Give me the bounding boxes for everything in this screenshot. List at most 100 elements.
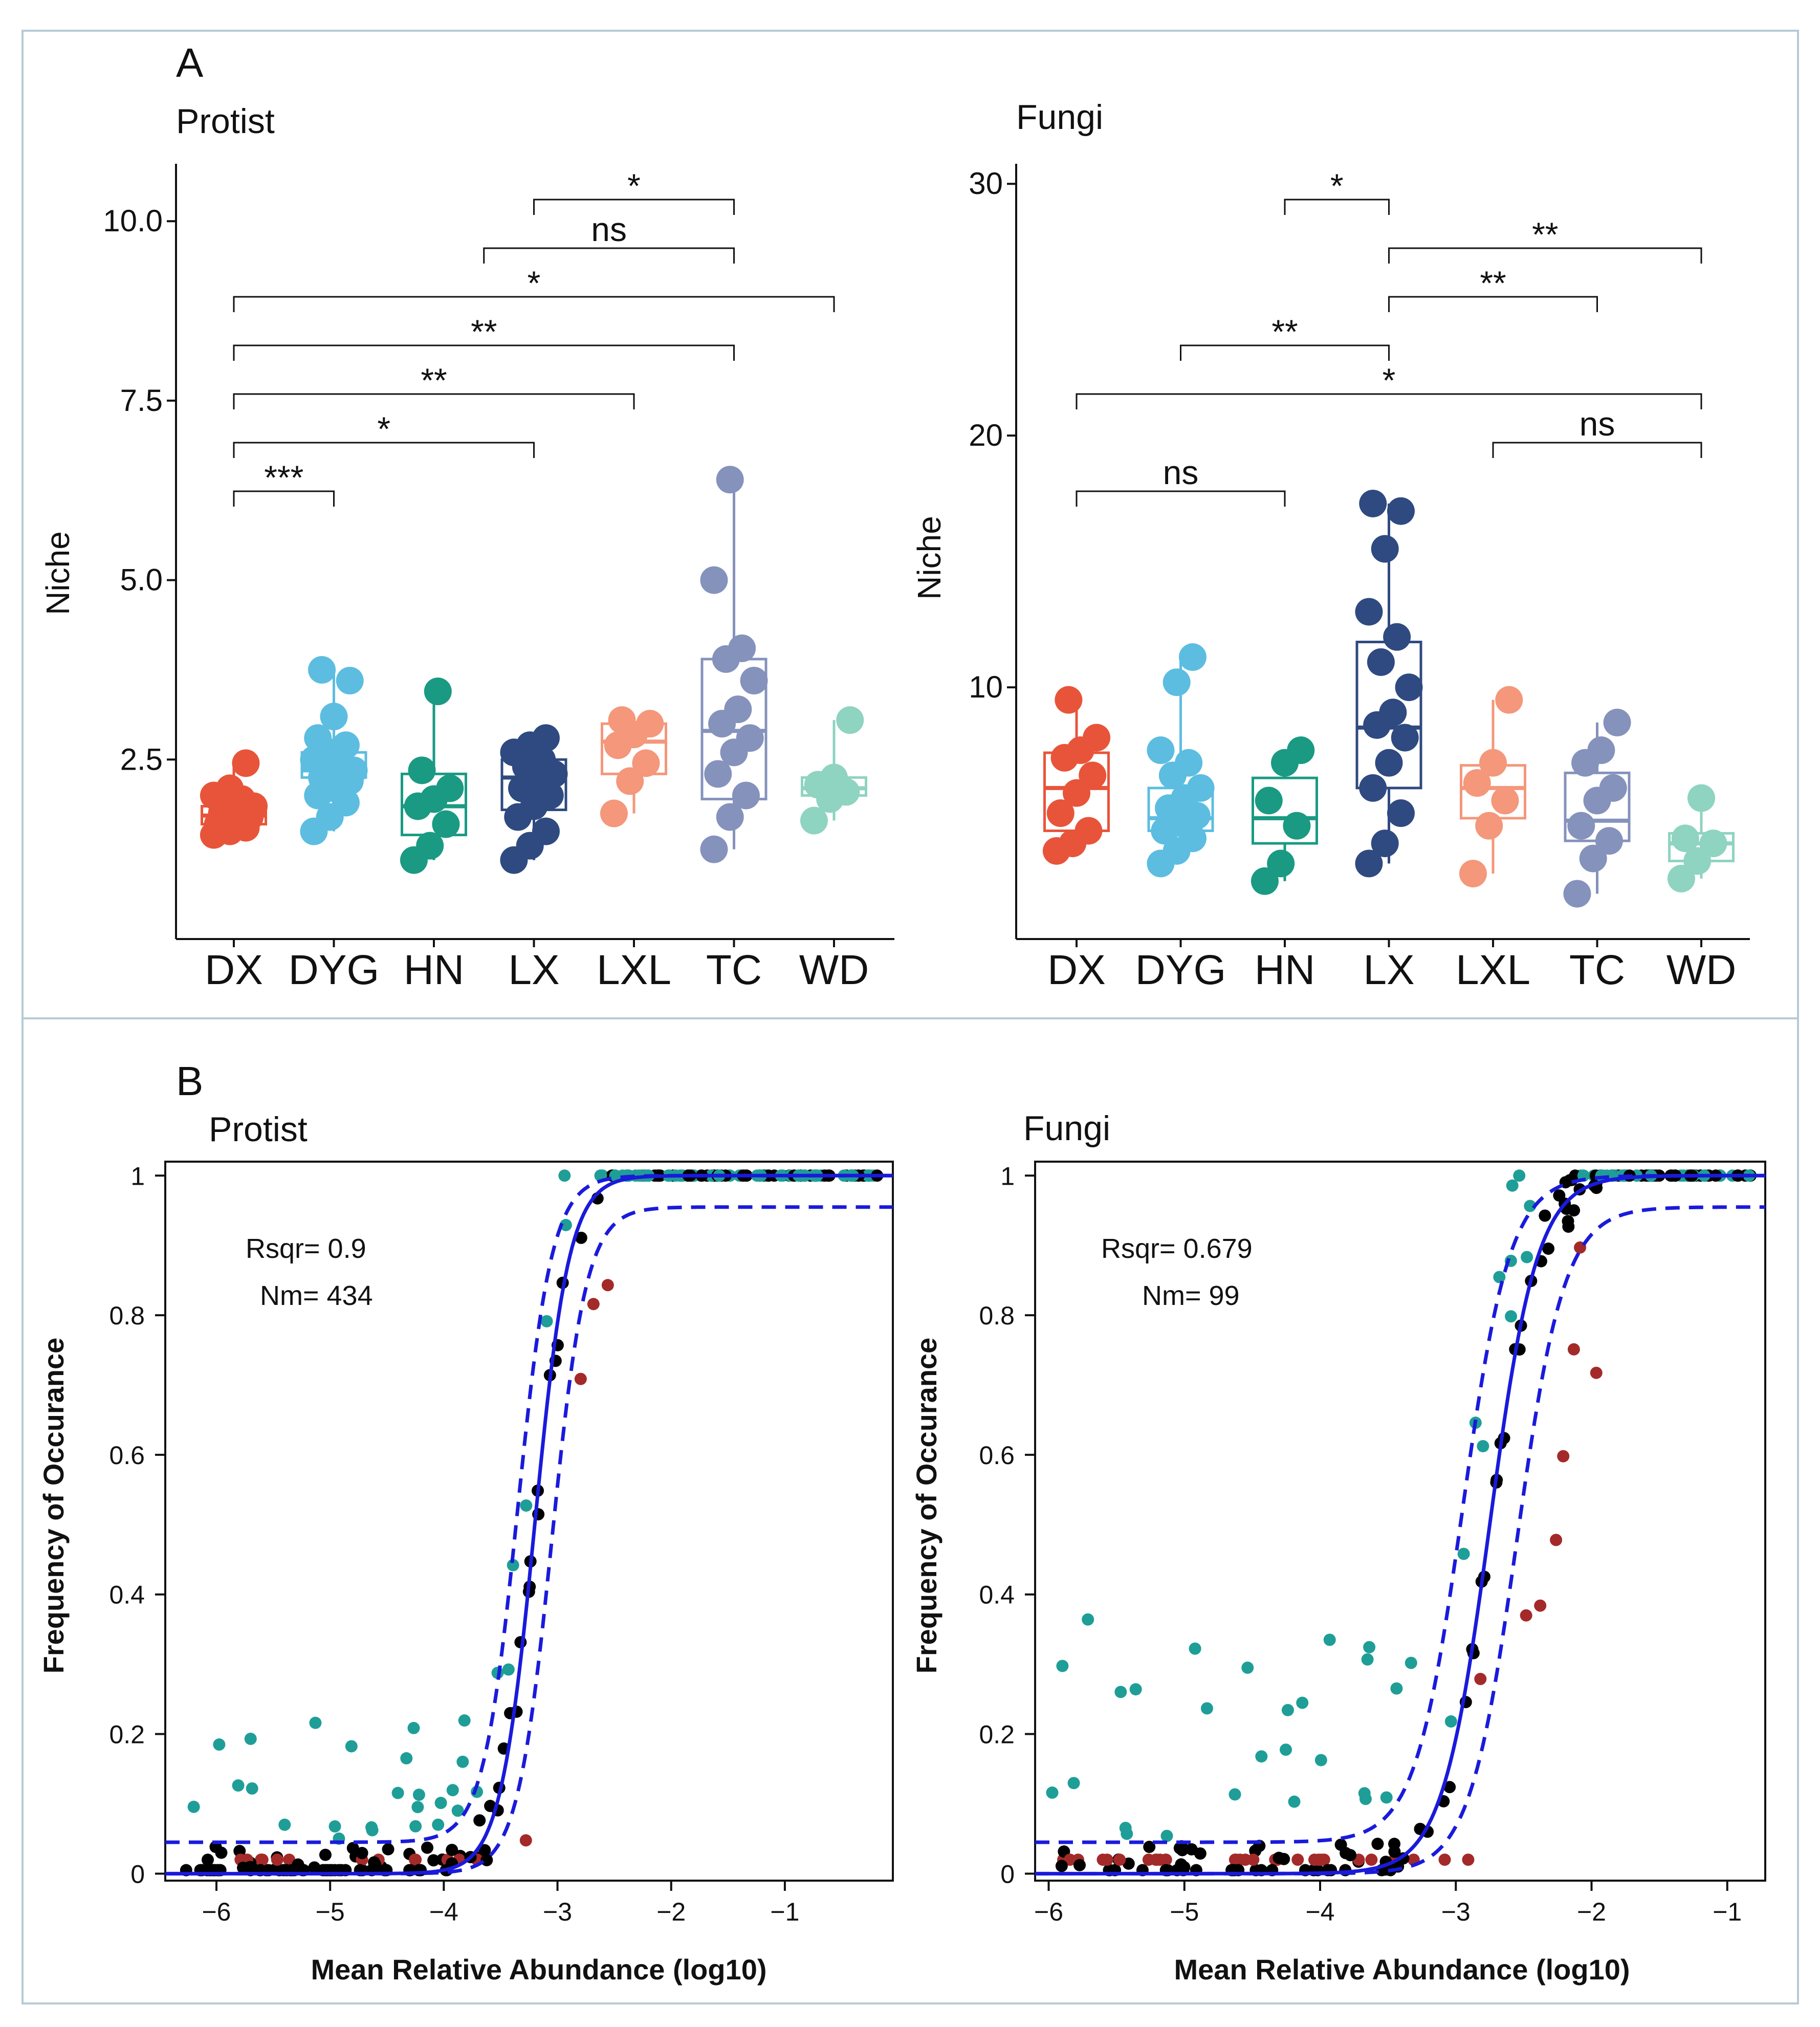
scatter-fungi-fit xyxy=(1035,1173,1765,1876)
point-above xyxy=(1046,1786,1059,1799)
point-below xyxy=(408,1854,421,1866)
y-tick-label: 1 xyxy=(130,1162,145,1190)
significance-bracket xyxy=(1388,296,1598,312)
point-below xyxy=(256,1854,269,1866)
point-below xyxy=(574,1372,587,1385)
fit-ci-upper xyxy=(1035,1173,1765,1844)
point-above xyxy=(451,1804,464,1817)
data-point xyxy=(1387,497,1415,525)
boxplot-fungi-title: Fungi xyxy=(1016,98,1103,137)
boxplot-protist-categories: DX DYG HN LX LXL TC WD xyxy=(205,947,869,993)
significance-label: * xyxy=(377,410,390,448)
point-neutral xyxy=(1073,1859,1086,1871)
significance-label: ns xyxy=(1580,405,1615,443)
significance-bracket xyxy=(533,199,735,215)
data-point xyxy=(636,710,664,738)
point-above xyxy=(1280,1743,1292,1756)
significance-label: * xyxy=(1383,361,1396,399)
point-above xyxy=(1296,1696,1309,1709)
point-neutral xyxy=(427,1854,440,1867)
significance-bracket xyxy=(233,344,735,361)
point-above xyxy=(400,1752,413,1764)
point-above xyxy=(1390,1682,1403,1695)
point-above xyxy=(456,1755,469,1768)
point-below xyxy=(1474,1672,1487,1685)
scatter-protist-fit xyxy=(165,1173,893,1876)
y-tick-label: 0 xyxy=(130,1860,145,1888)
data-point xyxy=(1083,724,1111,752)
boxplot-protist-significance: *ns********* xyxy=(233,167,835,507)
data-point xyxy=(1355,598,1383,626)
data-point xyxy=(1063,779,1090,807)
point-above xyxy=(1477,1440,1489,1452)
significance-bracket xyxy=(233,490,335,507)
data-point xyxy=(716,803,744,831)
category-label-lxl: LXL xyxy=(597,947,671,993)
point-below xyxy=(1590,1366,1603,1379)
point-below xyxy=(1308,1854,1321,1866)
plot-frame xyxy=(1034,1161,1766,1882)
significance-label: ** xyxy=(421,361,447,399)
data-point xyxy=(600,799,628,827)
boxplot-protist-yticks: 2.5 5.0 7.5 10.0 xyxy=(103,164,894,947)
data-point xyxy=(700,566,728,594)
point-above xyxy=(1506,1179,1519,1192)
point-neutral xyxy=(575,1231,587,1244)
x-tick-label: −4 xyxy=(1305,1898,1334,1926)
data-point xyxy=(1387,799,1415,827)
data-point xyxy=(1367,648,1395,676)
scatter-protist-xlabel: Mean Relative Abundance (log10) xyxy=(311,1953,767,1986)
category-label-tc: TC xyxy=(706,947,762,993)
point-neutral xyxy=(1443,1781,1456,1794)
data-point xyxy=(1255,787,1283,815)
y-tick-label: 2.5 xyxy=(120,742,163,776)
data-point xyxy=(724,695,752,724)
boxplot-fungi-ylabel: Niche xyxy=(911,516,948,600)
point-above xyxy=(502,1663,515,1676)
significance-bracket xyxy=(1492,442,1702,458)
y-tick-label: 5.0 xyxy=(120,563,163,597)
scatter-protist: Protist Rsqr= 0.9 Nm= 434 Mean Relative … xyxy=(37,1110,894,1986)
scatter-fungi-points xyxy=(1046,1169,1757,1877)
data-point xyxy=(1459,860,1487,888)
data-point xyxy=(1371,535,1399,563)
data-point xyxy=(732,781,760,810)
point-above xyxy=(232,1779,245,1792)
point-above xyxy=(1229,1788,1241,1801)
point-neutral xyxy=(1194,1847,1207,1860)
data-point xyxy=(1147,736,1175,765)
point-neutral xyxy=(1334,1838,1347,1851)
panel-b-border xyxy=(21,1017,1799,2004)
x-tick-label: −6 xyxy=(1034,1898,1063,1926)
point-above xyxy=(391,1786,404,1799)
point-above xyxy=(507,1559,519,1572)
y-tick-label: 0 xyxy=(1000,1860,1015,1888)
boxplot-protist-marks xyxy=(200,466,867,874)
box-hn xyxy=(1252,776,1318,845)
data-point xyxy=(1283,812,1311,840)
y-tick-label: 0.8 xyxy=(979,1301,1015,1330)
boxplot-fungi-categories: DX DYG HN LX LXL TC WD xyxy=(1047,947,1736,993)
point-above xyxy=(1457,1548,1470,1560)
data-point xyxy=(1371,830,1399,858)
data-point xyxy=(716,466,744,494)
category-label-wd: WD xyxy=(799,947,869,993)
significance-label: ns xyxy=(591,210,627,248)
scatter-protist-points xyxy=(180,1169,884,1877)
y-tick-label: 0.4 xyxy=(109,1581,145,1609)
data-point xyxy=(1599,774,1627,802)
data-point xyxy=(1587,736,1615,765)
point-neutral xyxy=(382,1843,394,1856)
point-above xyxy=(246,1782,258,1795)
point-below xyxy=(1291,1854,1304,1866)
point-above xyxy=(1189,1642,1201,1655)
significance-bracket xyxy=(1284,199,1390,215)
data-point xyxy=(320,703,348,731)
point-above xyxy=(434,1797,447,1810)
data-point xyxy=(1375,749,1403,777)
point-above xyxy=(1281,1704,1294,1716)
point-neutral xyxy=(446,1843,458,1856)
significance-label: * xyxy=(1330,167,1344,205)
scatter-fungi-nm: Nm= 99 xyxy=(1142,1280,1240,1311)
point-above xyxy=(1505,1310,1518,1323)
